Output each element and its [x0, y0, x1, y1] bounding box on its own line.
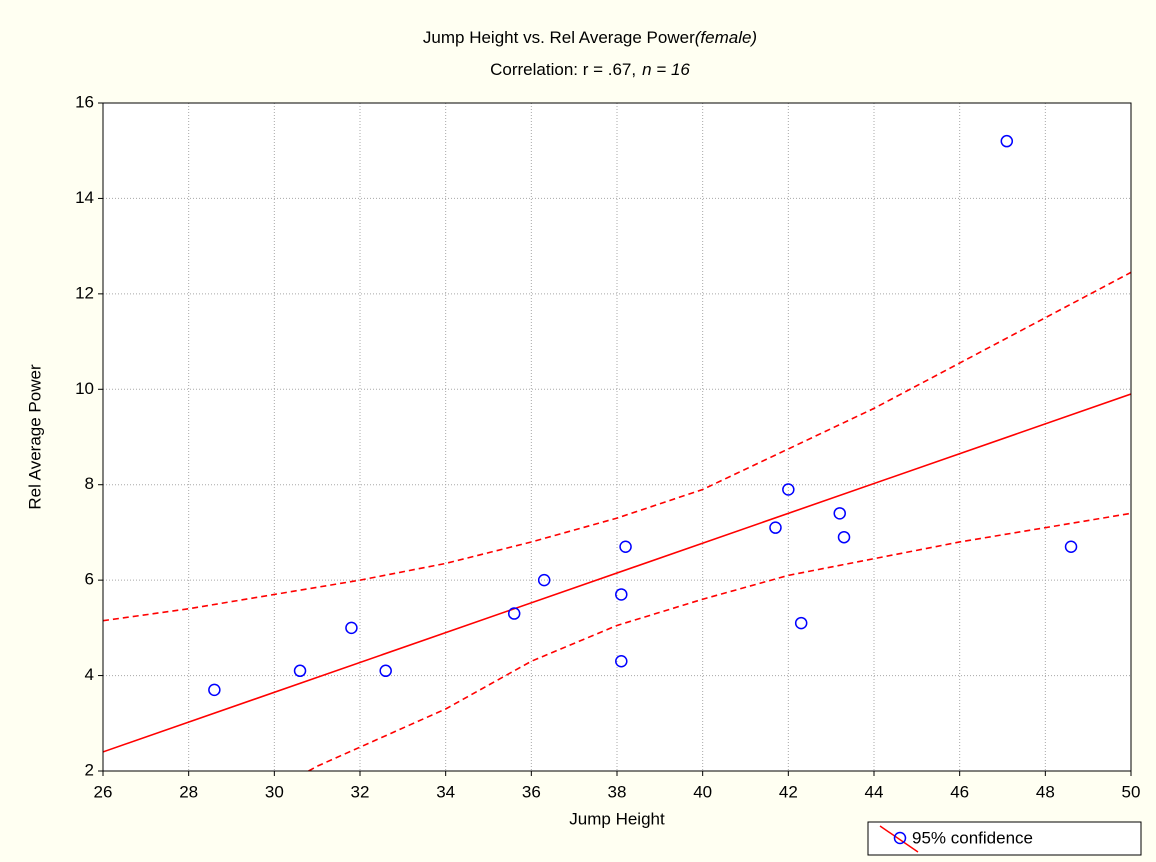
data-point: [537, 573, 551, 587]
data-point: [615, 588, 628, 601]
x-tick-label: 46: [950, 782, 969, 801]
x-axis-label: Jump Height: [569, 809, 665, 828]
x-tick-label: 36: [522, 782, 541, 801]
x-tick-label: 34: [436, 782, 455, 801]
y-tick-label: 10: [75, 379, 94, 398]
plot-frame: [102, 102, 1132, 772]
title-note: (female): [695, 28, 757, 47]
y-tick-label: 4: [85, 665, 94, 684]
data-point: [208, 683, 221, 697]
title-text: Jump Height vs. Rel Average Power: [423, 28, 695, 47]
y-tick-label: 2: [85, 760, 94, 779]
legend: 95% confidence: [867, 821, 1142, 856]
y-tick-label: 8: [85, 474, 94, 493]
legend-marker: [893, 831, 907, 845]
x-tick-label: 42: [779, 782, 798, 801]
y-tick-label: 16: [75, 92, 94, 111]
legend-line: [879, 825, 919, 853]
data-point: [1064, 540, 1078, 553]
y-tick-label: 6: [85, 570, 94, 589]
data-point: [619, 540, 632, 553]
y-tick-label: 14: [75, 188, 94, 207]
subtitle-text: Correlation: r = .67,: [490, 60, 636, 79]
data-point: [769, 521, 782, 534]
regression-line: [103, 393, 1131, 753]
confidence-band: [103, 271, 1131, 622]
data-point: [1000, 134, 1014, 148]
data-point: [507, 607, 521, 620]
x-tick-label: 44: [865, 782, 884, 801]
chart-title: Jump Height vs. Rel Average Power(female…: [423, 28, 757, 47]
subtitle-note: n = 16: [642, 60, 690, 79]
x-tick-label: 28: [179, 782, 198, 801]
y-axis-label: Rel Average Power: [25, 364, 44, 510]
data-point: [345, 621, 358, 635]
x-tick-label: 32: [351, 782, 370, 801]
data-point: [794, 616, 808, 630]
x-tick-label: 40: [693, 782, 712, 801]
data-point: [379, 664, 392, 678]
x-tick-label: 26: [94, 782, 113, 801]
x-tick-label: 30: [265, 782, 284, 801]
x-tick-label: 48: [1036, 782, 1055, 801]
x-tick-label: 38: [608, 782, 627, 801]
chart-subtitle: Correlation: r = .67, n = 16: [490, 60, 690, 79]
data-point: [833, 507, 846, 520]
y-tick-label: 12: [75, 283, 94, 302]
legend-label: 95% confidence: [912, 828, 1033, 847]
data-point: [615, 655, 628, 668]
data-point: [293, 664, 307, 678]
data-point: [837, 530, 851, 544]
data-point: [782, 483, 795, 496]
x-tick-label: 50: [1122, 782, 1141, 801]
